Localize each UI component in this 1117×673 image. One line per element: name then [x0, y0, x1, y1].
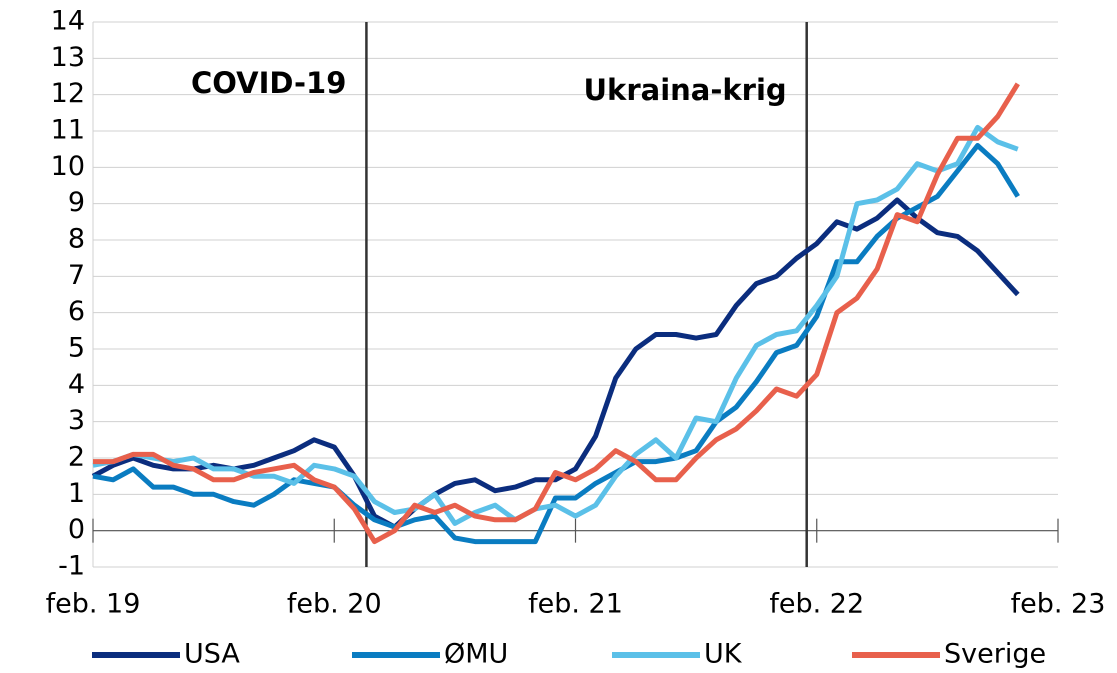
y-tick-label: 12: [51, 78, 85, 109]
y-tick-label: 13: [51, 42, 85, 73]
y-tick-label: 6: [68, 296, 85, 327]
x-tick-label: feb. 22: [769, 589, 864, 620]
legend-label: ØMU: [444, 639, 508, 670]
y-tick-label: 14: [51, 6, 85, 37]
y-tick-label: 4: [68, 369, 85, 400]
y-tick-label: 8: [68, 224, 85, 255]
series-line: [92, 143, 1020, 545]
annotation: Ukraina-krig: [584, 73, 787, 107]
y-tick-label: 10: [51, 151, 85, 182]
legend-label: USA: [184, 639, 240, 670]
x-tick-label: feb. 20: [287, 589, 382, 620]
y-tick-label: 2: [68, 442, 85, 473]
y-tick-label: 0: [68, 514, 85, 545]
y-tick-label: 1: [68, 478, 85, 509]
y-tick-label: 11: [51, 115, 85, 146]
annotation: COVID-19: [191, 66, 346, 100]
y-tick-label: 5: [68, 333, 85, 364]
y-tick-label: -1: [58, 551, 85, 582]
series-line: [93, 82, 1020, 545]
y-tick-label: 9: [68, 187, 85, 218]
series-line: [91, 197, 1020, 530]
legend-label: Sverige: [944, 639, 1046, 670]
series-line: [92, 124, 1019, 526]
legend-label: UK: [704, 639, 743, 670]
x-tick-label: feb. 19: [46, 589, 141, 620]
y-tick-label: 7: [68, 260, 85, 291]
x-tick-label: feb. 23: [1011, 589, 1106, 620]
y-tick-label: 3: [68, 405, 85, 436]
x-tick-label: feb. 21: [528, 589, 623, 620]
